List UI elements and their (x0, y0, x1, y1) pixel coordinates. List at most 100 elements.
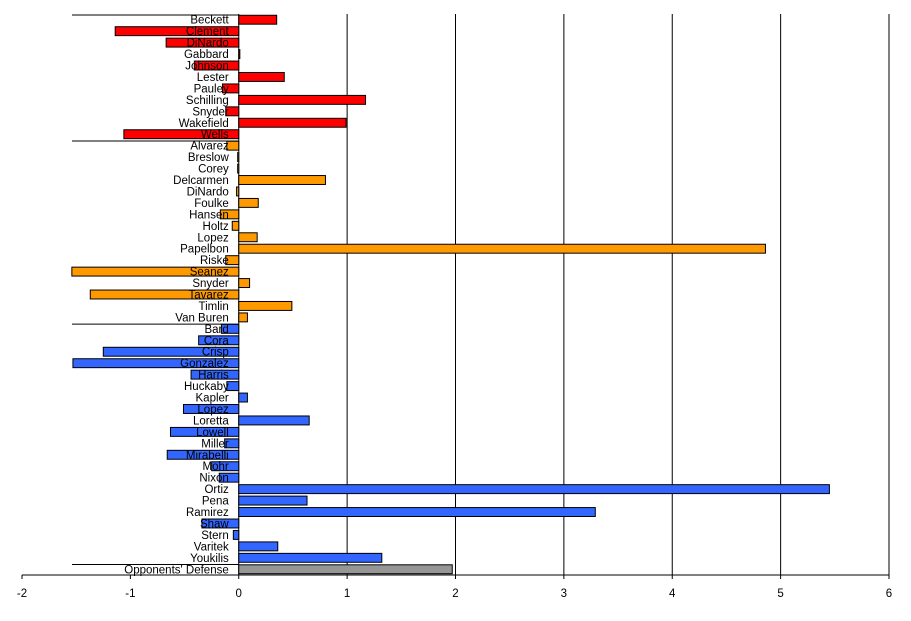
bars (71, 14, 830, 575)
bar-1-10 (225, 255, 240, 266)
category-label-1-6: Hansen (189, 209, 229, 221)
group-separators (72, 14, 239, 566)
bar-1-8 (238, 232, 258, 243)
category-label-1-5: Foulke (194, 198, 229, 210)
category-label-1-15: Van Buren (175, 312, 229, 324)
category-label-2-16: Ramirez (186, 507, 229, 519)
bar-2-13 (218, 472, 240, 483)
category-label-2-10: Miller (201, 438, 229, 450)
bar-0-3 (238, 49, 241, 60)
category-label-0-4: Johnson (185, 61, 228, 73)
category-label-0-2: DiNardo (187, 38, 229, 50)
x-tick-label-6: 4 (669, 588, 676, 600)
bar-2-2 (102, 346, 240, 357)
bar-1-1 (237, 152, 240, 163)
category-label-1-0: Alvarez (190, 141, 229, 153)
bar-2-19 (238, 541, 279, 552)
bar-2-0 (220, 323, 240, 334)
bar-2-16 (238, 507, 596, 517)
bar-2-10 (224, 438, 240, 449)
category-label-2-6: Kapler (196, 393, 229, 405)
category-label-1-12: Snyder (192, 278, 229, 290)
category-label-1-7: Holtz (203, 221, 229, 233)
category-labels: BeckettClementDiNardoGabbardJohnsonLeste… (124, 15, 229, 577)
bar-1-5 (238, 197, 259, 208)
bar-2-7 (182, 404, 240, 414)
category-label-0-9: Wakefield (179, 118, 229, 130)
bar-0-7 (238, 94, 367, 105)
bar-0-9 (238, 117, 347, 128)
bar-0-8 (225, 106, 240, 117)
category-label-2-8: Loretta (193, 415, 229, 427)
bar-2-1 (198, 335, 240, 346)
x-tick-label-3: 1 (344, 588, 350, 600)
bar-1-4 (236, 186, 240, 197)
bar-0-4 (193, 60, 240, 71)
category-label-1-4: DiNardo (187, 186, 229, 198)
category-label-2-3: Gonzalez (180, 358, 229, 370)
category-label-1-13: Tavarez (188, 290, 229, 302)
bar-2-20 (238, 552, 383, 563)
bar-2-17 (201, 518, 240, 529)
category-label-2-9: Lowell (196, 427, 229, 439)
bar-0-6 (221, 83, 240, 94)
bar-2-5 (226, 381, 240, 392)
category-label-1-14: Timlin (199, 301, 229, 313)
category-label-2-18: Stern (201, 530, 229, 542)
category-label-2-20: Youkilis (190, 553, 229, 565)
bar-2-6 (238, 392, 248, 403)
category-label-1-11: Seanez (190, 267, 229, 279)
category-label-0-0: Beckett (190, 15, 229, 27)
bar-0-0 (238, 14, 278, 25)
category-label-2-13: Nixon (199, 473, 228, 485)
bar-1-13 (89, 289, 240, 300)
x-tick-label-0: -2 (17, 588, 27, 600)
bar-2-11 (166, 449, 240, 460)
bar-2-15 (238, 495, 308, 506)
bar-1-12 (238, 278, 251, 289)
category-label-1-3: Delcarmen (173, 175, 229, 187)
category-label-2-19: Varitek (194, 541, 229, 553)
category-label-0-1: Clement (186, 26, 230, 38)
category-label-0-5: Lester (197, 72, 229, 84)
category-label-2-12: Mohr (203, 461, 229, 473)
category-label-2-5: Huckaby (184, 381, 229, 393)
category-label-1-8: Lopez (197, 232, 229, 244)
bar-2-4 (190, 369, 240, 380)
bar-3-0 (238, 564, 453, 575)
category-label-2-1: Cora (204, 335, 230, 347)
category-label-0-8: Snyder (192, 106, 229, 118)
bar-0-1 (114, 26, 240, 37)
category-label-2-11: Mirabelli (186, 450, 229, 462)
category-label-0-3: Gabbard (184, 49, 229, 61)
bar-0-2 (165, 37, 240, 48)
x-tick-label-5: 3 (561, 588, 567, 600)
bar-1-15 (238, 312, 248, 323)
bar-2-14 (238, 484, 830, 495)
category-label-2-17: Shaw (200, 518, 229, 530)
category-label-1-1: Breslow (188, 152, 230, 164)
category-label-1-9: Papelbon (180, 244, 229, 256)
x-tick-label-1: -1 (125, 588, 135, 600)
x-tick-label-7: 5 (777, 588, 783, 600)
x-axis: -2 -1 0 1 2 3 4 5 6 (17, 574, 892, 600)
category-label-2-4: Harris (198, 370, 229, 382)
bar-2-9 (169, 426, 240, 437)
bar-0-5 (238, 72, 285, 82)
bar-1-3 (238, 175, 326, 185)
bar-2-12 (211, 461, 240, 472)
category-label-2-2: Crisp (202, 347, 229, 359)
bar-1-6 (219, 209, 240, 220)
bar-2-3 (72, 358, 240, 369)
bar-2-18 (232, 529, 240, 540)
bar-1-11 (71, 266, 240, 277)
bar-0-10 (123, 129, 240, 140)
category-label-2-14: Ortiz (204, 484, 229, 496)
category-label-3-0: Opponents' Defense (124, 564, 229, 576)
x-tick-label-2: 0 (236, 588, 242, 600)
x-tick-label-8: 6 (886, 588, 892, 600)
bar-1-14 (238, 300, 293, 311)
bar-1-7 (231, 220, 240, 231)
category-label-2-7: Lopez (197, 404, 229, 416)
